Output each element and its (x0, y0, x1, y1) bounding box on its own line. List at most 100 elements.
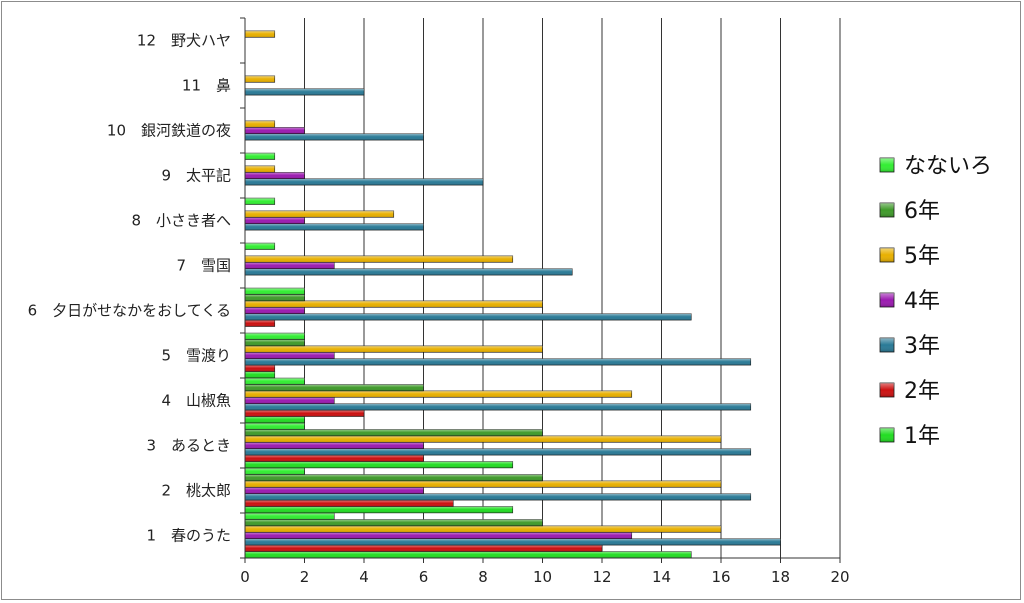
bar-shade-9-series-3 (245, 172, 305, 179)
bar-shade-5-series-5 (245, 339, 305, 346)
bar-shade-3-series-5 (245, 429, 543, 436)
category-labels: 1 春のうた 2 桃太郎 3 あるとき 4 山椒魚 5 雪渡り 6 夕日がせなかをおしてく… (28, 32, 231, 545)
bar-shade-6-series-1 (245, 320, 275, 327)
category-label-3: 3 あるとき (146, 437, 231, 455)
category-label-10: 10 銀河鉄道の夜 (107, 122, 231, 140)
bar-shade-1-series-4 (245, 525, 721, 533)
bar-shade-6-series-3 (245, 307, 305, 314)
legend-swatch-shade-0 (880, 428, 894, 442)
bar-shade-10-series-3 (245, 127, 305, 134)
bar-shade-4-series-0 (245, 416, 305, 423)
category-label-5: 5 雪渡り (161, 347, 231, 365)
bar-shade-6-series-5 (245, 294, 305, 301)
x-tick-label-4: 4 (359, 568, 369, 586)
x-tick-label-8: 8 (478, 568, 488, 586)
bar-shade-1-series-3 (245, 532, 632, 539)
bar-shade-5-series-3 (245, 352, 335, 359)
bar-shade-12-series-4 (245, 30, 275, 38)
bar-shade-4-series-4 (245, 390, 632, 398)
bar-shade-6-series-4 (245, 300, 543, 308)
axes (240, 17, 840, 559)
category-label-8: 8 小さき者へ (131, 212, 231, 230)
x-tick-label-0: 0 (240, 568, 250, 586)
bar-shade-7-series-6 (245, 243, 275, 250)
bar-shade-9-series-4 (245, 165, 275, 173)
bar-shade-11-series-4 (245, 75, 275, 83)
bar-shade-11-series-2 (245, 88, 364, 96)
bar-shade-1-series-6 (245, 513, 335, 520)
bar-shade-4-series-6 (245, 378, 305, 385)
bar-shade-3-series-0 (245, 461, 513, 468)
legend-label-2: 3年 (904, 334, 940, 359)
bar-shade-5-series-1 (245, 365, 275, 372)
bar-shade-3-series-4 (245, 435, 721, 443)
x-tick-label-12: 12 (592, 568, 611, 586)
x-tick-label-20: 20 (830, 568, 849, 586)
legend-swatch-shade-2 (880, 338, 894, 352)
bars (244, 30, 781, 559)
bar-shade-8-series-6 (245, 198, 275, 205)
bar-shade-1-series-0 (245, 551, 692, 558)
bar-shade-1-series-2 (245, 538, 781, 546)
bar-shade-2-series-0 (245, 506, 513, 513)
bar-shade-2-series-4 (245, 480, 721, 488)
category-label-9: 9 太平記 (161, 167, 231, 185)
bar-shade-1-series-1 (245, 545, 602, 552)
bar-shade-4-series-1 (245, 410, 364, 417)
legend-label-0: 1年 (904, 424, 940, 449)
bar-shade-2-series-6 (245, 468, 305, 475)
category-label-12: 12 野犬ハヤ (137, 32, 231, 50)
bar-shade-7-series-2 (245, 268, 573, 276)
bar-shade-2-series-1 (245, 500, 454, 507)
category-label-11: 11 鼻 (182, 77, 231, 95)
x-tick-label-2: 2 (300, 568, 310, 586)
legend-swatch-shade-6 (880, 158, 894, 172)
legend-swatch-shade-3 (880, 293, 894, 307)
bar-shade-3-series-3 (245, 442, 424, 449)
bar-shade-4-series-3 (245, 397, 335, 404)
bar-shade-1-series-5 (245, 519, 543, 526)
x-tick-labels: 0 2 4 6 8 10 12 14 16 18 20 (240, 568, 849, 586)
bar-shade-9-series-2 (245, 178, 483, 186)
x-tick-label-10: 10 (533, 568, 552, 586)
category-label-2: 2 桃太郎 (161, 482, 231, 500)
bar-shade-4-series-2 (245, 403, 751, 411)
bar-shade-5-series-4 (245, 345, 543, 353)
bar-shade-6-series-2 (245, 313, 692, 321)
legend-label-6: なないろ (904, 154, 992, 179)
x-tick-label-16: 16 (711, 568, 730, 586)
bar-shade-10-series-4 (245, 120, 275, 128)
legend-swatch-shade-1 (880, 383, 894, 397)
bar-shade-8-series-4 (245, 210, 394, 218)
bar-shade-5-series-6 (245, 333, 305, 340)
bar-shade-5-series-0 (245, 371, 275, 378)
bar-shade-8-series-2 (245, 223, 424, 231)
category-label-6: 6 夕日がせなかをおしてくる (28, 302, 231, 320)
legend-swatch-shade-4 (880, 248, 894, 262)
x-tick-label-18: 18 (771, 568, 790, 586)
bar-shade-5-series-2 (245, 358, 751, 366)
bar-shade-2-series-2 (245, 493, 751, 501)
bar-shade-9-series-6 (245, 153, 275, 160)
legend-label-4: 5年 (904, 244, 940, 269)
legend: なないろ 6年 5年 4年 3年 2年 1年 (879, 154, 992, 449)
bar-shade-7-series-4 (245, 255, 513, 263)
category-label-1: 1 春のうた (146, 527, 231, 545)
bar-shade-8-series-3 (245, 217, 305, 224)
x-tick-label-6: 6 (419, 568, 429, 586)
bar-shade-3-series-1 (245, 455, 424, 462)
bar-shade-3-series-6 (245, 423, 305, 430)
category-label-4: 4 山椒魚 (161, 392, 231, 410)
bar-shade-6-series-6 (245, 288, 305, 295)
x-tick-label-14: 14 (652, 568, 671, 586)
legend-swatch-shade-5 (880, 203, 894, 217)
bar-shade-2-series-5 (245, 474, 543, 481)
bar-shade-2-series-3 (245, 487, 424, 494)
bar-shade-4-series-5 (245, 384, 424, 391)
legend-label-5: 6年 (904, 199, 940, 224)
category-label-7: 7 雪国 (176, 257, 231, 275)
bar-shade-10-series-2 (245, 133, 424, 141)
legend-label-1: 2年 (904, 379, 940, 404)
bar-shade-3-series-2 (245, 448, 751, 456)
